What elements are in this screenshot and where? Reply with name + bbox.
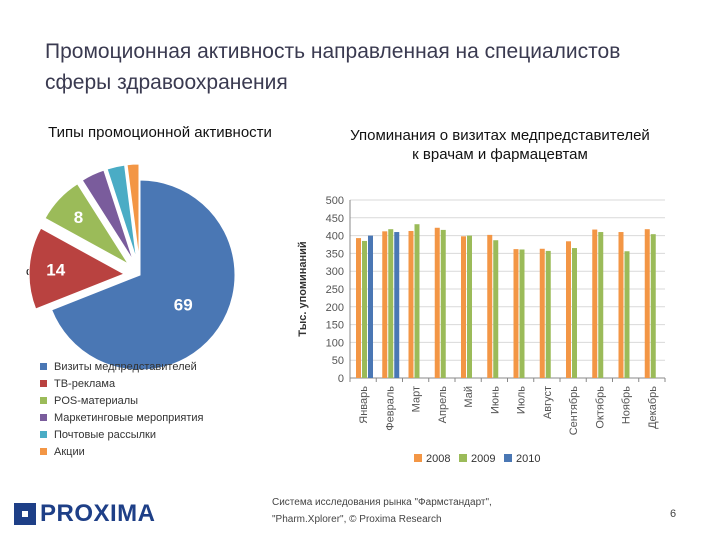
x-tick-label: Июнь — [489, 386, 501, 414]
y-axis-label: Тыс. упоминаний — [297, 241, 309, 336]
bar-legend-swatch — [459, 454, 467, 462]
pie-value-label: 69 — [174, 295, 193, 314]
page-number: 6 — [670, 508, 677, 520]
pie-legend: Визиты медпредставителей ТВ-реклама POS-ма… — [40, 358, 280, 460]
pie-slice — [106, 164, 138, 260]
bar — [644, 229, 650, 378]
bar-legend-swatch — [504, 454, 512, 462]
bar — [388, 229, 394, 378]
legend-swatch — [40, 448, 47, 455]
bar — [362, 240, 367, 378]
x-tick-label: Июль — [516, 386, 528, 414]
x-tick-label: Март — [411, 386, 423, 412]
bar-legend-label: 2010 — [516, 453, 540, 465]
y-tick-label: 100 — [326, 337, 344, 349]
bar — [592, 229, 598, 378]
pie-legend-item: POS-материалы — [40, 392, 280, 409]
x-tick-label: Август — [542, 386, 554, 419]
bar — [394, 232, 400, 378]
logo-text: PROXIMA — [40, 500, 156, 527]
bar — [519, 249, 525, 378]
pie-legend-item: Визиты медпредставителей — [40, 358, 280, 375]
legend-swatch — [40, 397, 47, 404]
y-tick-label: 300 — [326, 266, 344, 278]
bar — [487, 234, 493, 378]
bar-chart-title: Упоминания о визитах медпредставителей к… — [350, 127, 650, 163]
bar — [618, 232, 624, 378]
bar — [566, 241, 571, 378]
legend-swatch — [40, 431, 47, 438]
x-tick-label: Сентябрь — [568, 386, 580, 436]
legend-swatch — [40, 414, 47, 421]
x-tick-label: Октябрь — [594, 386, 606, 429]
pie-slice — [81, 169, 134, 261]
x-tick-label: Февраль — [384, 386, 396, 431]
y-tick-label: 200 — [326, 302, 344, 314]
bar — [414, 224, 420, 378]
bar-legend-label: 2009 — [471, 453, 495, 465]
bar — [624, 251, 630, 378]
x-tick-label: Ноябрь — [621, 386, 633, 424]
x-tick-label: Апрель — [437, 386, 449, 424]
bar — [467, 235, 472, 378]
y-tick-label: 450 — [326, 213, 344, 225]
pie-legend-item: Маркетинговые мероприятия — [40, 409, 280, 426]
pie-slice — [126, 163, 140, 260]
bar — [440, 229, 446, 378]
x-tick-label: Декабрь — [647, 386, 659, 429]
legend-label: Акции — [54, 445, 85, 458]
y-tick-label: 500 — [326, 195, 344, 207]
bar — [572, 248, 577, 378]
bar — [382, 231, 388, 378]
bar-legend-swatch — [414, 454, 422, 462]
bar — [598, 232, 604, 378]
legend-label: Маркетинговые мероприятия — [54, 411, 204, 424]
bar — [650, 234, 656, 378]
y-tick-label: 250 — [326, 284, 344, 296]
bar — [513, 249, 519, 378]
pie-legend-item: Почтовые рассылки — [40, 426, 280, 443]
x-tick-label: Январь — [358, 386, 370, 424]
bar — [368, 235, 373, 378]
source-note: Система исследования рынка "Фармстандарт… — [272, 497, 492, 525]
y-tick-label: 150 — [326, 320, 344, 332]
pie-slice — [51, 179, 236, 370]
proxima-logo: PROXIMA — [14, 500, 156, 528]
y-tick-label: 50 — [332, 355, 344, 367]
legend-label: Визиты медпредставителей — [54, 360, 197, 373]
pie-value-label: 14 — [46, 261, 65, 280]
legend-swatch — [40, 380, 47, 387]
bar — [539, 248, 545, 378]
y-tick-label: 400 — [326, 231, 344, 243]
pie-value-label: 8 — [74, 208, 83, 227]
bar — [545, 250, 551, 378]
bar-chart: 0 50 100 150 200 250 300 350 400 450 500 Тыс. упоми… — [297, 195, 666, 465]
pie-chart: 69 14 8 — [28, 163, 236, 370]
legend-label: Почтовые рассылки — [54, 428, 156, 441]
bar — [408, 230, 414, 378]
slide-title: Промоционная активность направленная на … — [45, 40, 621, 94]
y-tick-label: 0 — [338, 373, 344, 385]
pie-legend-item: Акции — [40, 443, 280, 460]
pie-slice — [28, 227, 126, 310]
pie-chart-title: Типы промоционной активности — [48, 124, 272, 141]
legend-swatch — [40, 363, 47, 370]
legend-label: ТВ-реклама — [54, 377, 116, 390]
pie-slice — [44, 183, 129, 265]
pie-legend-item: ТВ-реклама — [40, 375, 280, 392]
legend-label: POS-материалы — [54, 394, 139, 407]
logo-mark-icon — [14, 503, 36, 525]
bar — [461, 236, 466, 378]
bar-legend-label: 2008 — [426, 453, 450, 465]
bar — [434, 227, 440, 378]
y-tick-label: 350 — [326, 248, 344, 260]
bar — [356, 238, 361, 378]
x-tick-label: Май — [463, 386, 475, 408]
bar — [493, 240, 499, 378]
